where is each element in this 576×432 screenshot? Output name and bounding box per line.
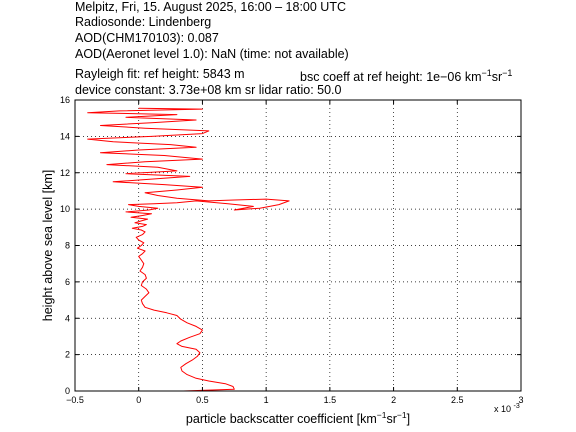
gridlines <box>75 100 521 391</box>
y-tick-label: 14 <box>60 131 70 141</box>
y-tick-labels: 0 2 4 6 8 10 12 14 16 <box>60 95 70 396</box>
y-tick-label: 6 <box>65 277 70 287</box>
header-location-time: Melpitz, Fri, 15. August 2025, 16:00 – 1… <box>75 0 346 14</box>
x-exponent-label: x 10 -3 <box>494 403 520 414</box>
x-tick-label: 1.5 <box>324 395 337 405</box>
x-tick-label: −0.5 <box>66 395 84 405</box>
profile-layer <box>87 107 290 392</box>
y-tick-label: 4 <box>65 313 70 323</box>
x-tick-labels: −0.5 0 0.5 1 1.5 2 2.5 3 <box>66 395 523 405</box>
header-bsc-coeff: bsc coeff at ref height: 1e−06 km−1sr−1 <box>300 68 513 85</box>
x-tick-label: 1 <box>264 395 269 405</box>
x-axis-label: particle backscatter coefficient [km−1sr… <box>186 410 410 426</box>
y-tick-label: 12 <box>60 168 70 178</box>
ticks <box>74 99 522 392</box>
x-tick-label: 2 <box>391 395 396 405</box>
y-tick-label: 2 <box>65 350 70 360</box>
header-aod-aeronet: AOD(Aeronet level 1.0): NaN (time: not a… <box>75 47 349 61</box>
x-tick-label: 3 <box>518 395 523 405</box>
y-tick-label: 10 <box>60 204 70 214</box>
y-tick-label: 0 <box>65 386 70 396</box>
x-tick-label: 2.5 <box>451 395 464 405</box>
header-radiosonde: Radiosonde: Lindenberg <box>75 15 212 29</box>
y-tick-label: 16 <box>60 95 70 105</box>
y-tick-label: 8 <box>65 241 70 251</box>
header-rayleigh-fit: Rayleigh fit: ref height: 5843 m <box>75 67 245 81</box>
backscatter-profile-line <box>87 107 290 392</box>
x-tick-label: 0 <box>136 395 141 405</box>
y-axis-label: height above sea level [km] <box>41 170 55 321</box>
header-device-constant: device constant: 3.73e+08 km sr lidar ra… <box>75 83 342 97</box>
x-tick-label: 0.5 <box>196 395 209 405</box>
header-aod-chm: AOD(CHM170103): 0.087 <box>75 31 219 45</box>
